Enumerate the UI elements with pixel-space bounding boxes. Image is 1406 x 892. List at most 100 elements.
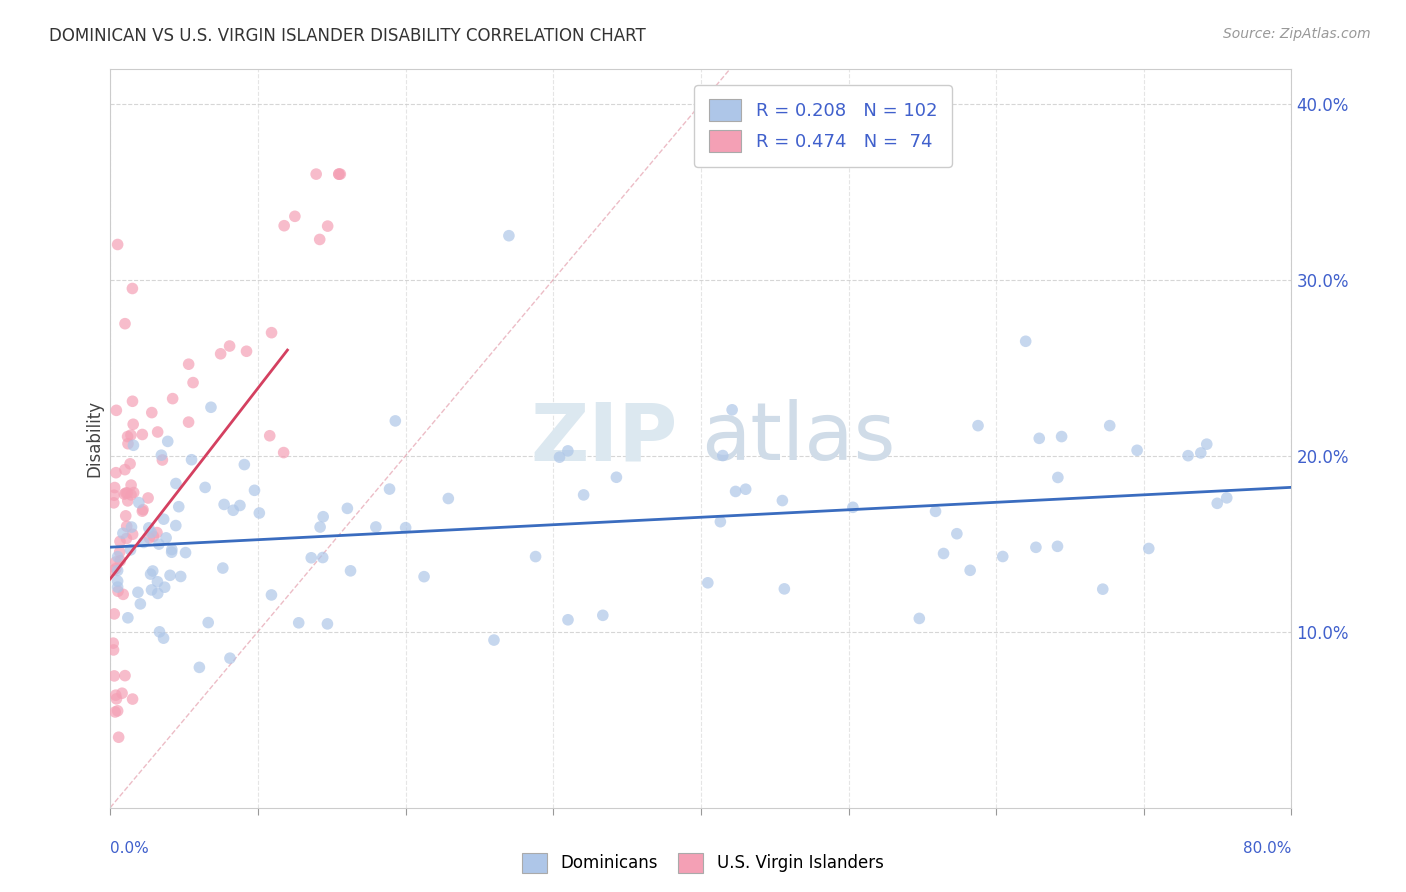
Point (131, 427, 153, 442)
Point (1137, 541, 1160, 556)
Point (120, 488, 142, 502)
Point (120, 457, 142, 471)
Point (115, 486, 138, 500)
Point (103, 643, 125, 657)
Point (524, 549, 547, 564)
Point (111, 526, 134, 541)
Point (235, 344, 257, 359)
Point (316, 616, 339, 631)
Point (260, 326, 283, 340)
Point (162, 392, 184, 406)
Point (212, 498, 235, 512)
Point (141, 525, 163, 540)
Point (572, 488, 595, 502)
Point (127, 585, 149, 599)
Point (299, 550, 322, 565)
Point (150, 448, 173, 462)
Point (114, 668, 136, 682)
Point (1046, 539, 1069, 553)
Point (104, 555, 127, 569)
Point (103, 496, 125, 510)
Point (114, 317, 136, 331)
Point (120, 542, 142, 557)
Point (842, 500, 865, 515)
Text: ZIP: ZIP (530, 399, 678, 477)
Point (117, 429, 139, 443)
Point (155, 531, 177, 545)
Point (121, 692, 143, 706)
Point (329, 167, 352, 181)
Point (167, 500, 190, 514)
Point (138, 531, 160, 545)
Point (1195, 437, 1218, 451)
Point (112, 587, 135, 601)
Text: 0.0%: 0.0% (110, 841, 149, 856)
Point (160, 542, 183, 557)
Point (146, 525, 169, 540)
Point (188, 660, 211, 674)
Point (122, 485, 145, 500)
Point (177, 357, 200, 371)
Point (115, 532, 138, 546)
Point (146, 586, 169, 600)
Point (605, 470, 627, 484)
Text: Source: ZipAtlas.com: Source: ZipAtlas.com (1223, 27, 1371, 41)
Point (103, 636, 125, 650)
Point (734, 482, 756, 496)
Point (103, 564, 125, 578)
Point (378, 482, 401, 496)
Point (122, 438, 145, 452)
Point (259, 429, 281, 443)
Point (141, 406, 163, 420)
Point (146, 425, 169, 439)
Point (107, 574, 129, 588)
Point (142, 529, 165, 543)
Point (287, 615, 309, 630)
Point (724, 484, 747, 499)
Point (152, 631, 174, 645)
Point (103, 488, 125, 502)
Point (395, 521, 418, 535)
Point (160, 545, 183, 559)
Point (120, 428, 142, 442)
Point (181, 376, 204, 390)
Point (150, 453, 173, 467)
Point (557, 443, 579, 458)
Point (908, 611, 931, 625)
Point (114, 463, 136, 477)
Point (121, 527, 143, 541)
Point (107, 730, 129, 744)
Point (233, 458, 256, 472)
Point (180, 452, 202, 467)
Point (108, 545, 131, 559)
Point (108, 534, 131, 549)
Point (107, 237, 129, 252)
Point (132, 502, 155, 516)
Point (111, 686, 134, 700)
Point (194, 480, 217, 494)
Point (114, 508, 136, 523)
Point (959, 563, 981, 577)
Point (209, 347, 232, 361)
Point (200, 401, 222, 415)
Point (709, 515, 731, 529)
Point (117, 494, 139, 508)
Point (967, 418, 990, 433)
Point (103, 607, 125, 621)
Point (308, 232, 330, 246)
Point (104, 481, 127, 495)
Point (437, 491, 460, 506)
Point (128, 495, 150, 509)
Point (131, 504, 153, 518)
Point (104, 466, 127, 480)
Point (219, 651, 242, 665)
Point (482, 633, 505, 648)
Point (498, 228, 520, 243)
Point (364, 520, 387, 534)
Point (1028, 431, 1050, 445)
Point (148, 537, 170, 551)
Point (107, 704, 129, 718)
Point (104, 688, 127, 702)
Point (312, 509, 335, 524)
Point (1050, 429, 1073, 443)
